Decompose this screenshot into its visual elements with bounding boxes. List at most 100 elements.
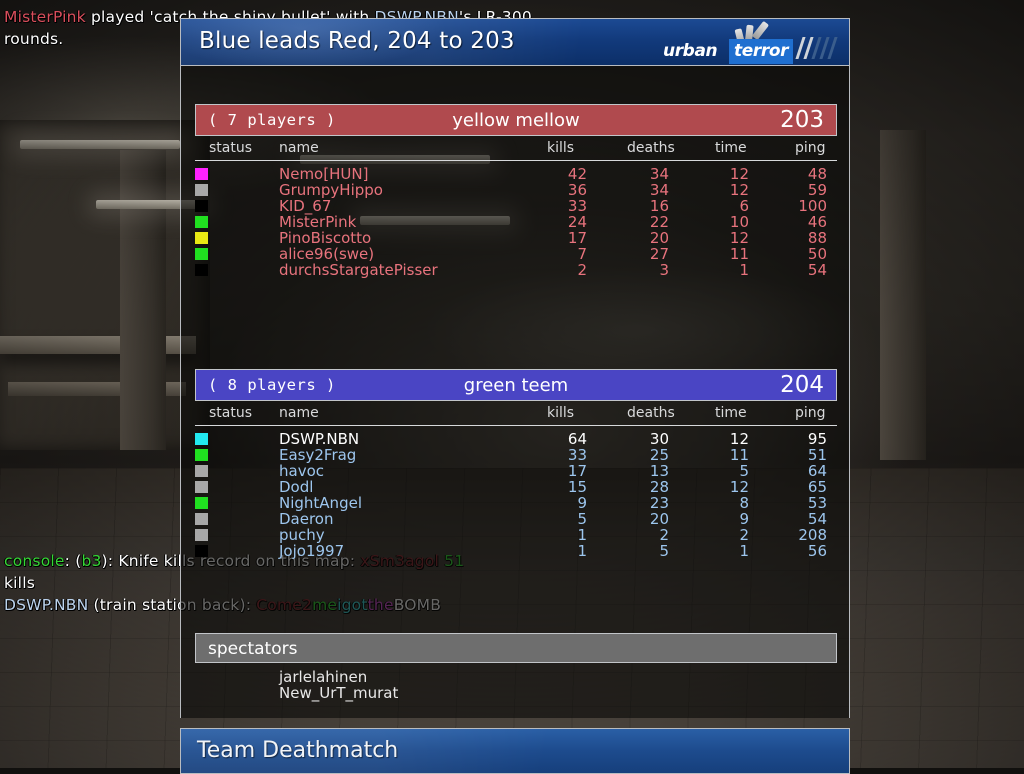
player-ping: 46 [807,213,827,231]
player-kills: 1 [577,542,587,560]
player-ping: 51 [807,446,827,464]
player-deaths: 2 [659,526,669,544]
player-kills: 17 [567,229,587,247]
player-kills: 24 [567,213,587,231]
spectator-name: New_UrT_murat [279,684,399,702]
urban-terror-logo: urban terror [651,20,841,65]
player-time: 9 [739,510,749,528]
player-kills: 42 [567,165,587,183]
player-kills: 1 [577,526,587,544]
team-blue-player-count: ( 8 players ) [208,376,336,394]
player-status-swatch [195,481,208,493]
player-kills: 33 [567,446,587,464]
player-status-swatch [195,232,208,244]
player-deaths: 3 [659,261,669,279]
player-status-swatch [195,168,208,180]
player-list-blue: DSWP.NBN 64 30 12 95 Easy2Frag 33 25 11 51 havoc 17… [195,431,837,559]
player-ping: 65 [807,478,827,496]
player-name: durchsStargatePisser [279,261,438,279]
player-status-swatch [195,513,208,525]
player-ping: 50 [807,245,827,263]
player-deaths: 13 [649,462,669,480]
table-row: Jojo1997 1 5 1 56 [195,543,837,559]
player-name: Daeron [279,510,334,528]
team-red-player-count: ( 7 players ) [208,111,336,129]
table-row: durchsStargatePisser 2 3 1 54 [195,262,837,278]
player-name: PinoBiscotto [279,229,372,247]
col-kills: kills [547,405,575,421]
player-deaths: 23 [649,494,669,512]
player-deaths: 27 [649,245,669,263]
logo-word-urban: urban [663,41,718,61]
player-status-swatch [195,529,208,541]
player-deaths: 22 [649,213,669,231]
player-list-red: Nemo[HUN] 42 34 12 48 GrumpyHippo 36 34 12 59 KID_… [195,166,837,278]
player-name: Dodl [279,478,314,496]
col-status: status [209,140,253,156]
player-ping: 56 [807,542,827,560]
player-kills: 5 [577,510,587,528]
player-name: alice96(swe) [279,245,375,263]
player-status-swatch [195,264,208,276]
player-name: Jojo1997 [279,542,345,560]
chat-segment: b3 [81,552,102,570]
player-deaths: 5 [659,542,669,560]
table-row: NightAngel 9 23 8 53 [195,495,837,511]
scoreboard-panel: Blue leads Red, 204 to 203 urban terror … [180,18,852,774]
player-kills: 9 [577,494,587,512]
team-header-red: ( 7 players ) yellow mellow 203 [195,104,837,136]
player-time: 12 [729,229,749,247]
col-status: status [209,405,253,421]
player-deaths: 20 [649,510,669,528]
player-name: NightAngel [279,494,362,512]
player-time: 11 [729,446,749,464]
player-time: 12 [729,478,749,496]
player-time: 1 [739,261,749,279]
player-ping: 64 [807,462,827,480]
col-deaths: deaths [627,140,675,156]
player-kills: 15 [567,478,587,496]
chat-segment: rounds. [4,30,64,48]
table-row: MisterPink 24 22 10 46 [195,214,837,230]
player-ping: 100 [798,197,827,215]
player-status-swatch [195,200,208,212]
scoreboard-titlebar: Blue leads Red, 204 to 203 urban terror [180,18,850,66]
chat-segment: kills [4,574,35,592]
player-name: Easy2Frag [279,446,357,464]
player-status-swatch [195,449,208,461]
player-time: 6 [739,197,749,215]
spectators-label: spectators [208,639,298,659]
chat-segment: DSWP.NBN [4,596,89,614]
player-status-swatch [195,433,208,445]
player-status-swatch [195,545,208,557]
player-ping: 54 [807,510,827,528]
player-ping: 95 [807,430,827,448]
player-time: 11 [729,245,749,263]
player-kills: 17 [567,462,587,480]
player-name: KID_67 [279,197,332,215]
col-time: time [715,140,747,156]
player-time: 12 [729,165,749,183]
scoreboard-footer: Team Deathmatch [180,728,850,774]
chat-segment: MisterPink [4,8,86,26]
col-ping: ping [795,140,826,156]
player-deaths: 20 [649,229,669,247]
player-status-swatch [195,465,208,477]
spectators-header: spectators [195,633,837,663]
player-ping: 88 [807,229,827,247]
table-row: DSWP.NBN 64 30 12 95 [195,431,837,447]
player-kills: 2 [577,261,587,279]
player-time: 2 [739,526,749,544]
player-time: 12 [729,430,749,448]
player-ping: 208 [798,526,827,544]
col-kills: kills [547,140,575,156]
table-row: alice96(swe) 7 27 11 50 [195,246,837,262]
logo-word-terror: terror [729,39,794,64]
player-time: 8 [739,494,749,512]
table-row: GrumpyHippo 36 34 12 59 [195,182,837,198]
chat-line: rounds. [4,28,532,50]
player-deaths: 25 [649,446,669,464]
player-time: 1 [739,542,749,560]
table-row: puchy 1 2 2 208 [195,527,837,543]
player-kills: 7 [577,245,587,263]
